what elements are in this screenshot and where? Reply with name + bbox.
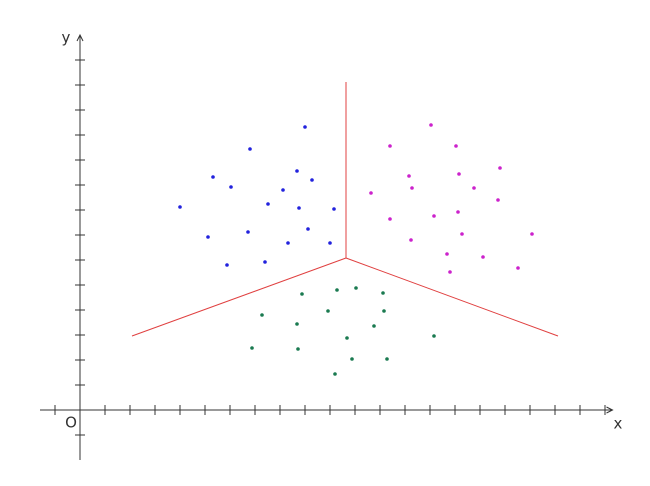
point xyxy=(369,191,373,195)
point xyxy=(229,185,233,189)
point xyxy=(407,174,411,178)
point xyxy=(332,207,336,211)
point xyxy=(211,175,215,179)
y-axis-label: y xyxy=(62,29,71,47)
point xyxy=(481,255,485,259)
point xyxy=(350,357,354,361)
point xyxy=(385,357,389,361)
point xyxy=(310,178,314,182)
point xyxy=(472,186,476,190)
point xyxy=(448,270,452,274)
point xyxy=(303,125,307,129)
point xyxy=(295,169,299,173)
point xyxy=(250,346,254,350)
point xyxy=(496,198,500,202)
point xyxy=(429,123,433,127)
point xyxy=(263,260,267,264)
point xyxy=(498,166,502,170)
point xyxy=(178,205,182,209)
boundary-line xyxy=(131,257,347,337)
point xyxy=(206,235,210,239)
origin-label: O xyxy=(65,414,77,432)
point xyxy=(382,309,386,313)
point xyxy=(286,241,290,245)
point xyxy=(335,288,339,292)
point xyxy=(372,324,376,328)
point xyxy=(460,232,464,236)
x-axis-arrow xyxy=(606,406,614,414)
point xyxy=(281,188,285,192)
point xyxy=(381,291,385,295)
y-axis-arrow xyxy=(76,33,84,42)
point xyxy=(456,210,460,214)
point xyxy=(345,336,349,340)
point xyxy=(409,238,413,242)
point xyxy=(306,227,310,231)
point xyxy=(260,313,264,317)
point xyxy=(333,372,337,376)
point xyxy=(530,232,534,236)
point xyxy=(296,347,300,351)
point xyxy=(246,230,250,234)
x-axis-label: x xyxy=(614,415,623,433)
point xyxy=(354,286,358,290)
point xyxy=(388,217,392,221)
point xyxy=(295,322,299,326)
point xyxy=(266,202,270,206)
point xyxy=(516,266,520,270)
point xyxy=(432,214,436,218)
point xyxy=(410,186,414,190)
point xyxy=(297,206,301,210)
point xyxy=(457,172,461,176)
point xyxy=(328,241,332,245)
boundary-line xyxy=(345,257,559,337)
point xyxy=(225,263,229,267)
point xyxy=(388,144,392,148)
point xyxy=(445,252,449,256)
point xyxy=(300,292,304,296)
point xyxy=(432,334,436,338)
point xyxy=(326,309,330,313)
point xyxy=(248,147,252,151)
point xyxy=(454,144,458,148)
